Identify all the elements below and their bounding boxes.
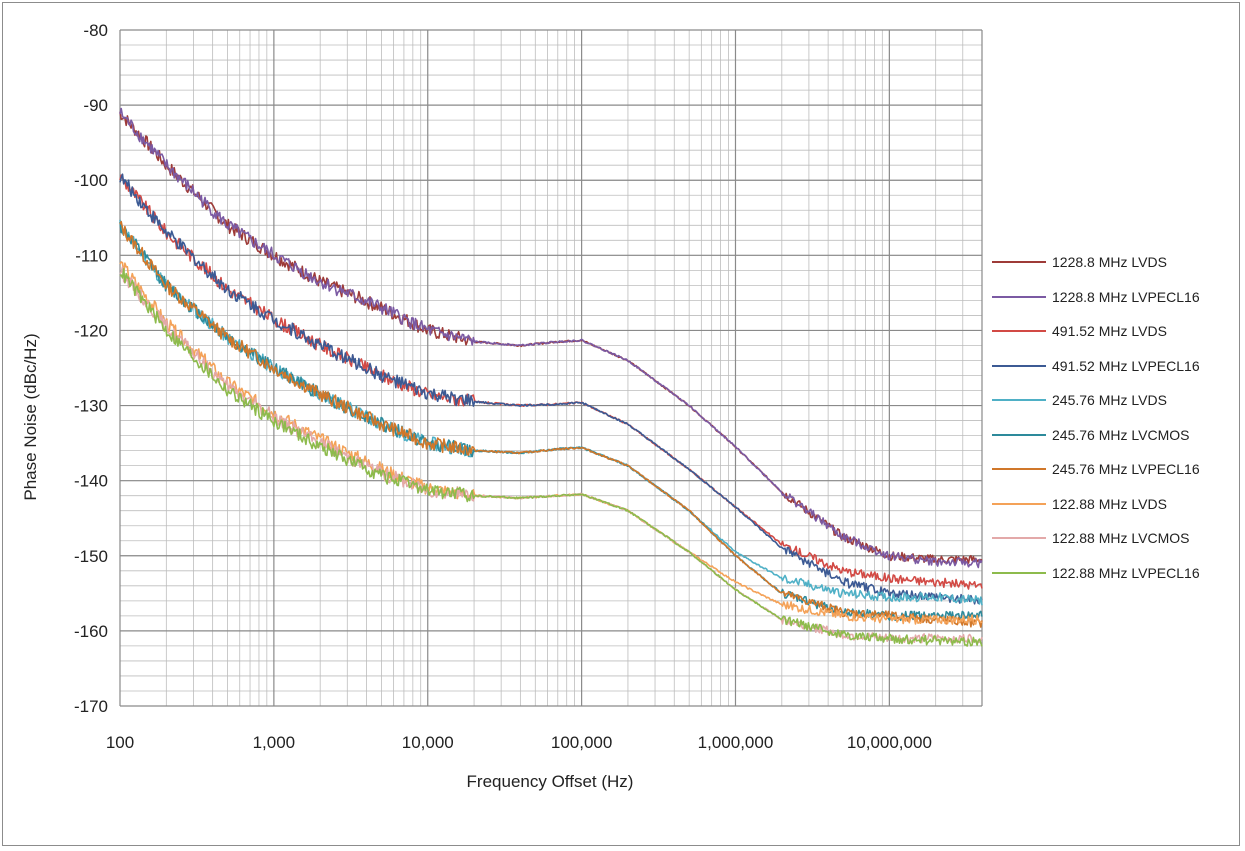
x-tick-label: 10,000,000 bbox=[847, 733, 932, 752]
legend-item: 1228.8 MHz LVDS bbox=[992, 245, 1240, 280]
y-tick-label: -150 bbox=[74, 547, 108, 566]
legend-item: 122.88 MHz LVCMOS bbox=[992, 521, 1240, 556]
series-line bbox=[119, 219, 983, 606]
legend-swatch bbox=[992, 364, 1046, 367]
legend-label: 122.88 MHz LVDS bbox=[1052, 495, 1167, 512]
x-tick-label: 10,000 bbox=[402, 733, 454, 752]
legend-item: 122.88 MHz LVDS bbox=[992, 487, 1240, 522]
series-line bbox=[119, 220, 983, 628]
legend-swatch bbox=[992, 502, 1046, 505]
y-tick-label: -80 bbox=[83, 21, 108, 40]
y-tick-label: -170 bbox=[74, 697, 108, 716]
legend-swatch bbox=[992, 261, 1046, 264]
y-tick-label: -110 bbox=[75, 246, 108, 265]
y-tick-label: -140 bbox=[74, 472, 108, 491]
series-line bbox=[119, 173, 983, 605]
y-tick-label: -130 bbox=[74, 397, 108, 416]
legend-item: 122.88 MHz LVPECL16 bbox=[992, 556, 1240, 591]
legend-item: 245.76 MHz LVPECL16 bbox=[992, 452, 1240, 487]
legend-item: 245.76 MHz LVDS bbox=[992, 383, 1240, 418]
series-line bbox=[119, 221, 983, 622]
series-line bbox=[119, 266, 983, 644]
chart-legend: 1228.8 MHz LVDS 1228.8 MHz LVPECL16 491.52… bbox=[992, 245, 1240, 590]
x-tick-label: 100,000 bbox=[551, 733, 612, 752]
legend-item: 1228.8 MHz LVPECL16 bbox=[992, 280, 1240, 315]
legend-label: 1228.8 MHz LVDS bbox=[1052, 254, 1167, 271]
x-tick-label: 1,000,000 bbox=[698, 733, 774, 752]
legend-swatch bbox=[992, 537, 1046, 540]
legend-swatch bbox=[992, 571, 1046, 574]
legend-swatch bbox=[992, 330, 1046, 333]
legend-swatch bbox=[992, 399, 1046, 402]
x-tick-label: 100 bbox=[106, 733, 134, 752]
legend-label: 245.76 MHz LVDS bbox=[1052, 392, 1167, 409]
legend-item: 491.52 MHz LVPECL16 bbox=[992, 349, 1240, 384]
legend-label: 245.76 MHz LVPECL16 bbox=[1052, 461, 1200, 478]
x-tick-label: 1,000 bbox=[253, 733, 296, 752]
legend-label: 122.88 MHz LVPECL16 bbox=[1052, 564, 1200, 581]
series-line bbox=[119, 261, 983, 625]
y-axis-label: Phase Noise (dBc/Hz) bbox=[21, 333, 40, 500]
legend-label: 122.88 MHz LVCMOS bbox=[1052, 530, 1190, 547]
legend-swatch bbox=[992, 468, 1046, 471]
y-tick-label: -160 bbox=[74, 622, 108, 641]
y-tick-label: -120 bbox=[74, 321, 108, 340]
y-tick-label: -100 bbox=[74, 171, 108, 190]
legend-label: 245.76 MHz LVCMOS bbox=[1052, 426, 1190, 443]
y-tick-label: -90 bbox=[83, 96, 108, 115]
legend-swatch bbox=[992, 433, 1046, 436]
legend-label: 491.52 MHz LVDS bbox=[1052, 323, 1167, 340]
legend-swatch bbox=[992, 295, 1046, 298]
series-line bbox=[119, 107, 983, 569]
legend-label: 491.52 MHz LVPECL16 bbox=[1052, 357, 1200, 374]
legend-item: 245.76 MHz LVCMOS bbox=[992, 418, 1240, 453]
x-axis-label: Frequency Offset (Hz) bbox=[467, 772, 634, 791]
series-line bbox=[119, 268, 983, 647]
legend-label: 1228.8 MHz LVPECL16 bbox=[1052, 288, 1200, 305]
legend-item: 491.52 MHz LVDS bbox=[992, 314, 1240, 349]
